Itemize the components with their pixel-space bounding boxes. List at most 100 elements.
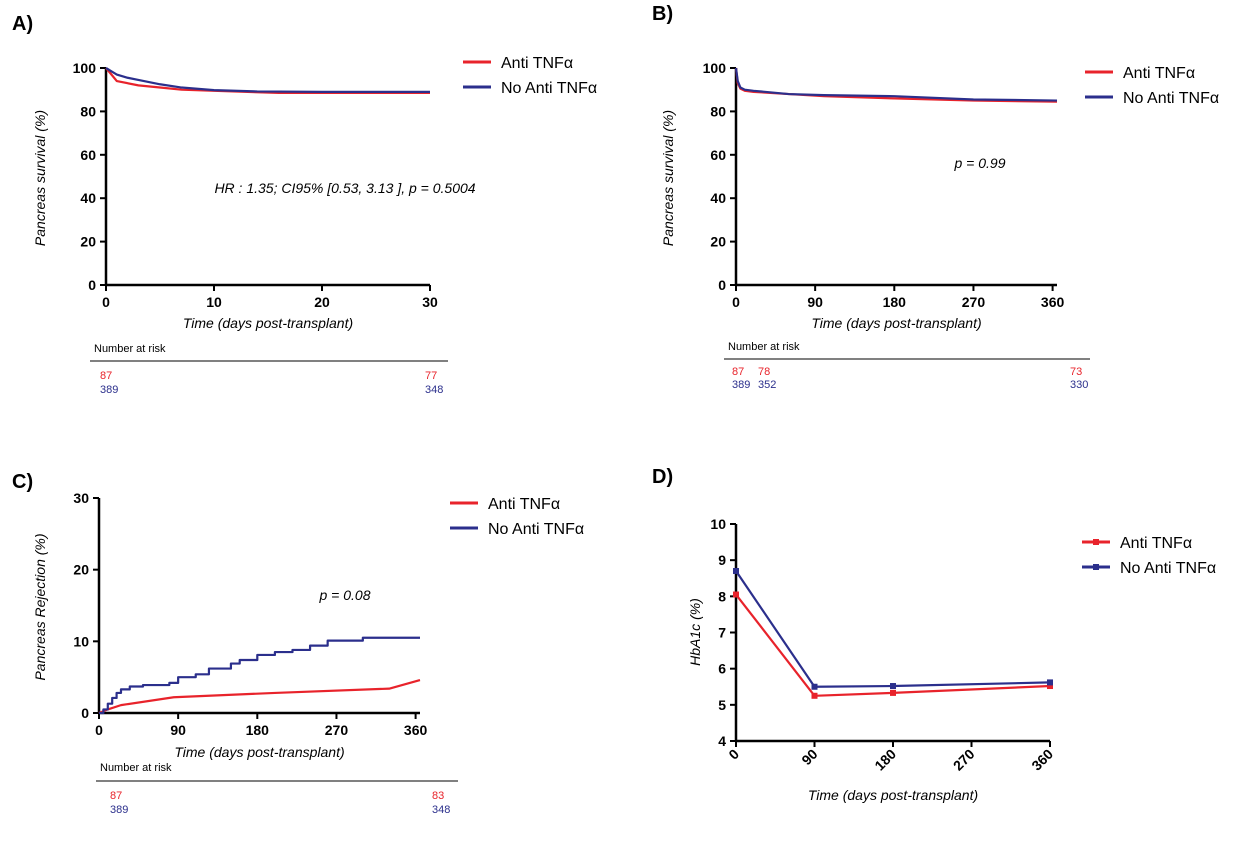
legend-label: Anti TNFα xyxy=(488,496,560,513)
chart-panel-3: C) 0 10 20 30 0 90 180 270 360 Time (days post-tra… xyxy=(12,471,584,816)
risk-count: 348 xyxy=(432,804,450,816)
data-point-anti-tnf xyxy=(1047,683,1053,690)
data-point-no-anti-tnf xyxy=(890,683,896,690)
legend-label: Anti TNFα xyxy=(1120,535,1192,552)
x-tick-label: 270 xyxy=(325,722,349,738)
data-point-anti-tnf xyxy=(890,689,896,696)
legend-label: No Anti TNFα xyxy=(1120,560,1216,577)
y-tick-label: 60 xyxy=(710,147,726,163)
panel-label: C) xyxy=(12,471,33,493)
legend-label: No Anti TNFα xyxy=(501,80,597,97)
data-point-no-anti-tnf xyxy=(733,568,739,575)
y-tick-label: 8 xyxy=(718,588,726,604)
y-tick-label: 20 xyxy=(80,234,96,250)
y-axis-title: HbA1c (%) xyxy=(687,598,703,666)
y-tick-label: 0 xyxy=(718,277,726,293)
series-line-anti-tnf xyxy=(735,593,1051,697)
y-axis-title: Pancreas survival (%) xyxy=(32,110,48,246)
legend-marker xyxy=(1093,564,1099,570)
y-tick-label: 0 xyxy=(88,277,96,293)
legend-label: Anti TNFα xyxy=(501,55,573,72)
x-tick-label: 90 xyxy=(798,746,820,768)
risk-count: 389 xyxy=(732,379,750,391)
legend-label: No Anti TNFα xyxy=(488,521,584,538)
y-tick-label: 7 xyxy=(718,625,726,641)
x-tick-label: 180 xyxy=(246,722,270,738)
y-tick-label: 0 xyxy=(81,705,89,721)
panel-label: B) xyxy=(652,3,673,25)
data-point-no-anti-tnf xyxy=(811,683,818,690)
panel-label: D) xyxy=(652,466,673,488)
x-tick-label: 90 xyxy=(170,722,186,738)
data-point-anti-tnf xyxy=(811,692,818,699)
x-tick-label: 0 xyxy=(725,746,742,763)
x-tick-label: 180 xyxy=(883,294,907,310)
risk-count: 330 xyxy=(1070,379,1088,391)
legend-label: No Anti TNFα xyxy=(1123,90,1219,107)
series-line-no-anti-tnf xyxy=(734,67,1058,102)
y-tick-label: 30 xyxy=(73,490,89,506)
chart-panel-1: A) 0 20 40 60 80 100 0 10 20 30 Time (days post-tra… xyxy=(12,13,597,396)
series-line-no-anti-tnf xyxy=(99,636,420,715)
y-tick-label: 5 xyxy=(718,697,726,713)
x-axis-title: Time (days post-transplant) xyxy=(183,315,353,331)
stats-annotation: p = 0.99 xyxy=(954,155,1006,171)
x-tick-label: 0 xyxy=(95,722,103,738)
risk-count: 348 xyxy=(425,384,443,396)
y-tick-label: 100 xyxy=(73,60,97,76)
y-tick-label: 4 xyxy=(718,733,726,749)
x-axis-title: Time (days post-transplant) xyxy=(174,744,344,760)
y-tick-label: 10 xyxy=(710,516,726,532)
y-tick-label: 40 xyxy=(80,190,96,206)
risk-count: 87 xyxy=(110,790,122,802)
legend-marker xyxy=(1093,539,1099,545)
y-tick-label: 20 xyxy=(73,562,89,578)
y-tick-label: 80 xyxy=(80,103,96,119)
risk-count: 87 xyxy=(732,366,744,378)
x-tick-label: 360 xyxy=(404,722,428,738)
risk-count: 87 xyxy=(100,370,112,382)
x-tick-label: 10 xyxy=(206,294,222,310)
stats-annotation: HR : 1.35; CI95% [0.53, 3.13 ], p = 0.50… xyxy=(214,180,475,196)
x-tick-label: 20 xyxy=(314,294,330,310)
x-axis-title: Time (days post-transplant) xyxy=(808,787,978,803)
x-tick-label: 0 xyxy=(102,294,110,310)
risk-table-title: Number at risk xyxy=(728,341,800,353)
risk-count: 389 xyxy=(110,804,128,816)
data-point-anti-tnf xyxy=(733,591,739,598)
stats-annotation: p = 0.08 xyxy=(319,587,371,603)
risk-table-title: Number at risk xyxy=(94,343,166,355)
y-tick-label: 60 xyxy=(80,147,96,163)
legend-label: Anti TNFα xyxy=(1123,65,1195,82)
y-tick-label: 6 xyxy=(718,661,726,677)
risk-count: 352 xyxy=(758,379,776,391)
chart-panel-2: B) 0 20 40 60 80 100 0 90 180 270 360 Time (days pos… xyxy=(652,3,1219,391)
series-line-no-anti-tnf xyxy=(735,570,1051,688)
x-tick-label: 0 xyxy=(732,294,740,310)
risk-count: 389 xyxy=(100,384,118,396)
x-tick-label: 270 xyxy=(950,746,978,774)
series-line-no-anti-tnf xyxy=(105,67,430,93)
x-tick-label: 90 xyxy=(807,294,823,310)
risk-table-title: Number at risk xyxy=(100,762,172,774)
y-axis-title: Pancreas Rejection (%) xyxy=(32,533,48,680)
x-tick-label: 360 xyxy=(1028,746,1056,774)
x-tick-label: 360 xyxy=(1041,294,1065,310)
y-tick-label: 100 xyxy=(703,60,727,76)
y-tick-label: 9 xyxy=(718,552,726,568)
x-tick-label: 30 xyxy=(422,294,438,310)
y-tick-label: 20 xyxy=(710,234,726,250)
risk-count: 73 xyxy=(1070,366,1082,378)
x-axis-title: Time (days post-transplant) xyxy=(811,315,981,331)
y-axis-title: Pancreas survival (%) xyxy=(660,110,676,246)
panel-label: A) xyxy=(12,13,33,35)
y-tick-label: 80 xyxy=(710,103,726,119)
y-tick-label: 10 xyxy=(73,633,89,649)
data-point-no-anti-tnf xyxy=(1047,679,1053,686)
x-tick-label: 270 xyxy=(962,294,986,310)
risk-count: 78 xyxy=(758,366,770,378)
series-line-anti-tnf xyxy=(105,67,430,95)
chart-panel-4: D) 4 5 6 7 8 9 10 0 90 180 270 360 Time (days post-tr… xyxy=(652,466,1216,803)
risk-count: 77 xyxy=(425,370,437,382)
